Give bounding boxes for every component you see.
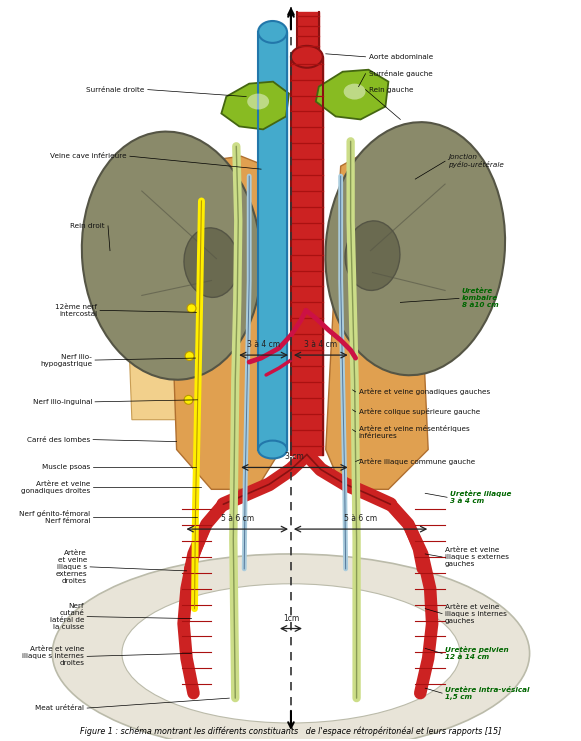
Text: Nerf ilio-inguinal: Nerf ilio-inguinal (33, 399, 92, 405)
Polygon shape (326, 156, 428, 489)
Ellipse shape (325, 122, 505, 375)
Text: Muscle psoas: Muscle psoas (42, 465, 90, 471)
Polygon shape (316, 70, 389, 119)
Text: Rein gauche: Rein gauche (368, 87, 413, 93)
Text: 3 cm: 3 cm (285, 453, 304, 462)
Text: Artère et veine
gonadiques droites: Artère et veine gonadiques droites (21, 481, 90, 494)
Ellipse shape (185, 352, 194, 361)
Text: Figure 1 : schéma montrant les différents constituants   de l'espace rétropérito: Figure 1 : schéma montrant les différent… (80, 726, 501, 736)
Text: Surrénale gauche: Surrénale gauche (368, 70, 432, 77)
Text: 12ème nerf
intercostal: 12ème nerf intercostal (55, 304, 97, 317)
Ellipse shape (258, 441, 287, 459)
Ellipse shape (122, 584, 460, 723)
Text: Nerf génito-fémoral
Nerf fémoral: Nerf génito-fémoral Nerf fémoral (19, 510, 90, 524)
Text: Artère et veine
iliaque s externes
gauches: Artère et veine iliaque s externes gauch… (445, 547, 509, 567)
Polygon shape (221, 82, 289, 130)
Polygon shape (122, 156, 227, 419)
Text: Uretère
lombaire
8 à10 cm: Uretère lombaire 8 à10 cm (462, 288, 498, 308)
Text: Carré des lombes: Carré des lombes (27, 436, 90, 442)
Text: Artère iliaque commune gauche: Artère iliaque commune gauche (358, 458, 475, 465)
Ellipse shape (52, 554, 530, 741)
Text: Artère colique supérieure gauche: Artère colique supérieure gauche (358, 408, 480, 415)
Text: Uretère iliaque
3 à 4 cm: Uretère iliaque 3 à 4 cm (450, 491, 511, 505)
Text: Surrénale droite: Surrénale droite (87, 87, 145, 93)
Ellipse shape (187, 304, 196, 313)
Text: Jonction
pyélo-urétérale: Jonction pyélo-urétérale (448, 154, 504, 168)
Text: Artère
et veine
iliaque s
externes
droites: Artère et veine iliaque s externes droit… (56, 550, 87, 584)
Ellipse shape (184, 228, 239, 297)
Text: 3 à 4 cm: 3 à 4 cm (304, 340, 338, 349)
Text: 1cm: 1cm (283, 614, 299, 622)
Text: Artère et veine
iliaque s internes
gauches: Artère et veine iliaque s internes gauch… (445, 604, 507, 624)
Ellipse shape (343, 84, 365, 99)
Ellipse shape (258, 21, 287, 43)
Text: Meat urétéral: Meat urétéral (35, 705, 84, 711)
Ellipse shape (82, 132, 261, 379)
Text: Rein droit: Rein droit (70, 223, 105, 229)
Text: Artère et veine mésentériques
inférieures: Artère et veine mésentériques inférieure… (358, 425, 469, 439)
Ellipse shape (247, 93, 269, 110)
Polygon shape (167, 156, 281, 489)
Text: Aorte abdominale: Aorte abdominale (368, 54, 433, 60)
Text: Artère et veine
iliaque s internes
droites: Artère et veine iliaque s internes droit… (22, 646, 84, 666)
Text: 5 à 6 cm: 5 à 6 cm (344, 514, 377, 523)
Text: 3 à 4 cm: 3 à 4 cm (247, 340, 280, 349)
Text: Nerf ilio-
hypogastrique: Nerf ilio- hypogastrique (40, 353, 92, 367)
Text: 5 à 6 cm: 5 à 6 cm (221, 514, 254, 523)
Text: Uretère intra-vésical
1,5 cm: Uretère intra-vésical 1,5 cm (445, 687, 529, 700)
Ellipse shape (184, 396, 193, 405)
Text: Veine cave inférieure: Veine cave inférieure (51, 153, 127, 159)
Text: Nerf
cutané
latéral de
la cuisse: Nerf cutané latéral de la cuisse (49, 603, 84, 630)
Text: Artère et veine gonadiques gauches: Artère et veine gonadiques gauches (358, 388, 490, 396)
Ellipse shape (345, 221, 400, 290)
Text: Uretère pelvien
12 à 14 cm: Uretère pelvien 12 à 14 cm (445, 646, 509, 660)
Ellipse shape (291, 46, 323, 67)
